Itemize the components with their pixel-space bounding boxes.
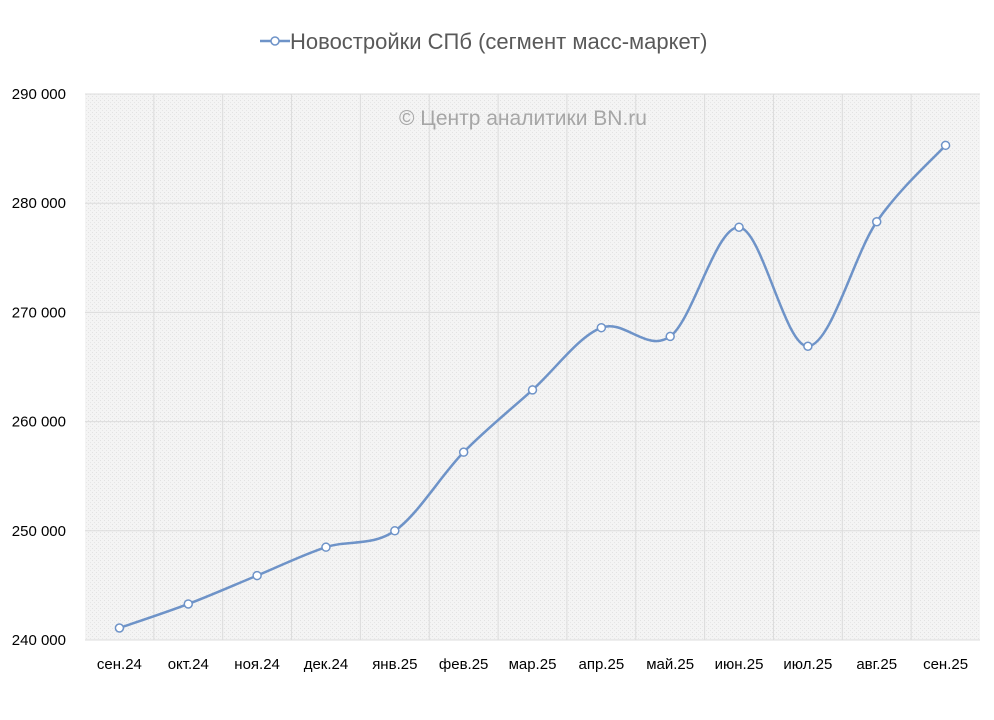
plot-area bbox=[85, 94, 980, 640]
data-point-marker bbox=[390, 526, 400, 536]
horizontal-gridlines bbox=[85, 93, 980, 641]
series-line bbox=[118, 144, 947, 630]
data-point-marker bbox=[321, 542, 331, 552]
series-markers bbox=[114, 140, 951, 633]
x-tick-label: ноя.24 bbox=[234, 656, 280, 673]
data-point-marker bbox=[734, 222, 744, 232]
x-tick-label: мар.25 bbox=[509, 656, 557, 673]
y-tick-label: 250 000 bbox=[12, 523, 66, 540]
x-tick-label: янв.25 bbox=[372, 656, 417, 673]
data-point-marker bbox=[803, 341, 813, 352]
legend-series-name: Новостройки СПб (сегмент масс-маркет) bbox=[290, 29, 707, 54]
data-point-marker bbox=[527, 385, 538, 395]
y-tick-label: 260 000 bbox=[12, 414, 66, 431]
data-point-marker bbox=[183, 599, 194, 609]
data-point-marker bbox=[252, 570, 262, 581]
x-tick-label: апр.25 bbox=[579, 656, 625, 673]
legend: Новостройки СПб (сегмент масс-маркет) bbox=[260, 29, 707, 54]
y-tick-label: 280 000 bbox=[12, 195, 66, 212]
x-tick-label: авг.25 bbox=[856, 656, 897, 673]
x-tick-label: окт.24 bbox=[168, 656, 209, 673]
x-tick-label: фев.25 bbox=[439, 656, 489, 673]
data-point-marker bbox=[665, 331, 675, 342]
data-point-marker bbox=[940, 140, 951, 151]
y-axis-tick-labels: 240 000 250 000 260 000 270 000 280 000 290 0… bbox=[12, 86, 66, 649]
data-point-marker bbox=[596, 322, 607, 333]
x-tick-label: дек.24 bbox=[304, 656, 349, 673]
y-tick-label: 270 000 bbox=[12, 304, 66, 321]
x-tick-label: июл.25 bbox=[783, 656, 832, 673]
x-tick-label: сен.25 bbox=[923, 656, 968, 673]
y-tick-label: 240 000 bbox=[12, 632, 66, 649]
x-tick-label: сен.24 bbox=[97, 656, 142, 673]
data-point-marker bbox=[871, 217, 882, 227]
x-tick-label: июн.25 bbox=[715, 656, 764, 673]
data-point-marker bbox=[458, 447, 469, 457]
legend-marker bbox=[270, 36, 280, 46]
x-tick-label: май.25 bbox=[646, 656, 694, 673]
x-axis-tick-labels: сен.24 окт.24 ноя.24 дек.24 янв.25 фев.25 мар.… bbox=[97, 656, 968, 673]
data-point-marker bbox=[114, 623, 125, 633]
y-tick-label: 290 000 bbox=[12, 86, 66, 103]
watermark-text: © Центр аналитики BN.ru bbox=[399, 107, 647, 130]
vertical-gridlines bbox=[153, 94, 912, 640]
